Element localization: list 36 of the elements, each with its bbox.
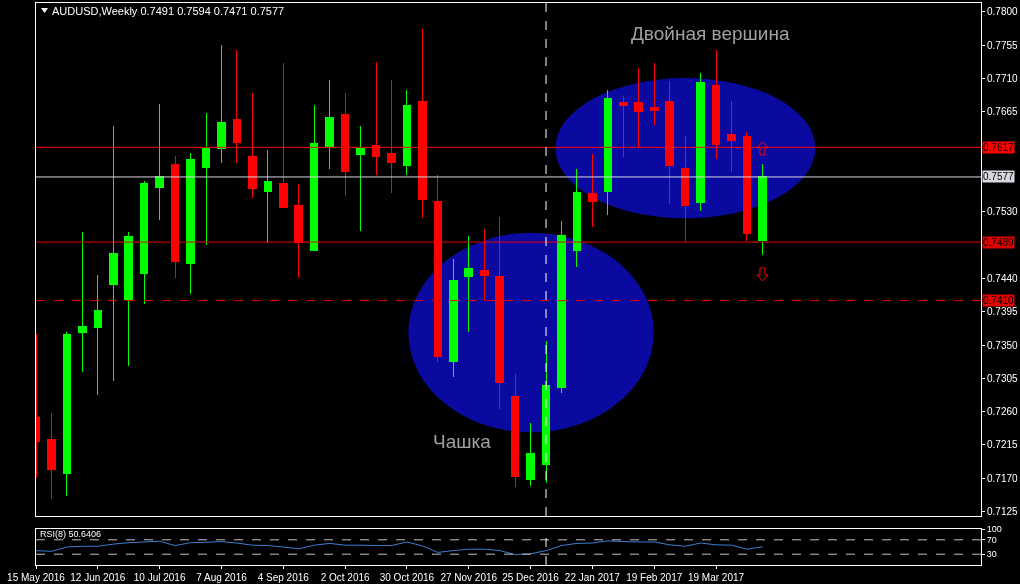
chart-title: RSI(8) 50.6406 xyxy=(40,529,102,540)
y-tick-label: 0.7305 xyxy=(987,372,1019,384)
annotation: Двойная вершина xyxy=(631,23,790,44)
x-tick-label: 2 Oct 2016 xyxy=(320,572,371,583)
x-tick-label: 4 Sep 2016 xyxy=(257,572,310,583)
y-tick-label: 0.7215 xyxy=(987,439,1019,451)
x-tick-label: 30 Oct 2016 xyxy=(379,572,435,583)
y-tick-label: 100 xyxy=(986,524,1002,535)
y-tick-label: 0.7260 xyxy=(987,406,1019,418)
y-tick-label: 0.7395 xyxy=(987,306,1019,318)
y-tick-label: 0.7800 xyxy=(987,6,1019,18)
y-tick-label: 0.7710 xyxy=(987,73,1019,85)
ref-line-label: 0.7410 xyxy=(983,295,1015,306)
x-tick-label: 19 Feb 2017 xyxy=(626,572,683,583)
chart-title: AUDUSD,Weekly 0.7491 0.7594 0.7471 0.7577 xyxy=(52,4,285,17)
ref-line-label: 0.7577 xyxy=(983,171,1015,182)
annotation: Чашка xyxy=(433,431,492,452)
y-tick-label: 0.7530 xyxy=(987,206,1019,218)
y-tick-label: 30 xyxy=(986,549,997,560)
x-tick-label: 27 Nov 2016 xyxy=(440,572,498,583)
x-tick-label: 7 Aug 2016 xyxy=(196,572,248,583)
ref-line-label: 0.7617 xyxy=(983,142,1015,153)
x-tick-label: 10 Jul 2016 xyxy=(133,572,186,583)
ref-line-label: 0.7489 xyxy=(983,237,1015,248)
x-tick-label: 12 Jun 2016 xyxy=(70,572,126,583)
y-tick-label: 0.7125 xyxy=(987,506,1019,518)
x-tick-label: 19 Mar 2017 xyxy=(687,572,745,583)
y-tick-label: 0.7665 xyxy=(987,106,1019,118)
y-tick-label: 0.7170 xyxy=(987,472,1019,484)
y-tick-label: 0.7755 xyxy=(987,39,1019,51)
x-tick-label: 22 Jan 2017 xyxy=(564,572,621,583)
x-tick-label: 25 Dec 2016 xyxy=(502,572,560,583)
x-tick-label: 15 May 2016 xyxy=(7,572,66,583)
y-tick-label: 0.7350 xyxy=(987,339,1019,351)
y-tick-label: 70 xyxy=(986,534,997,545)
y-tick-label: 0.7440 xyxy=(987,272,1019,284)
